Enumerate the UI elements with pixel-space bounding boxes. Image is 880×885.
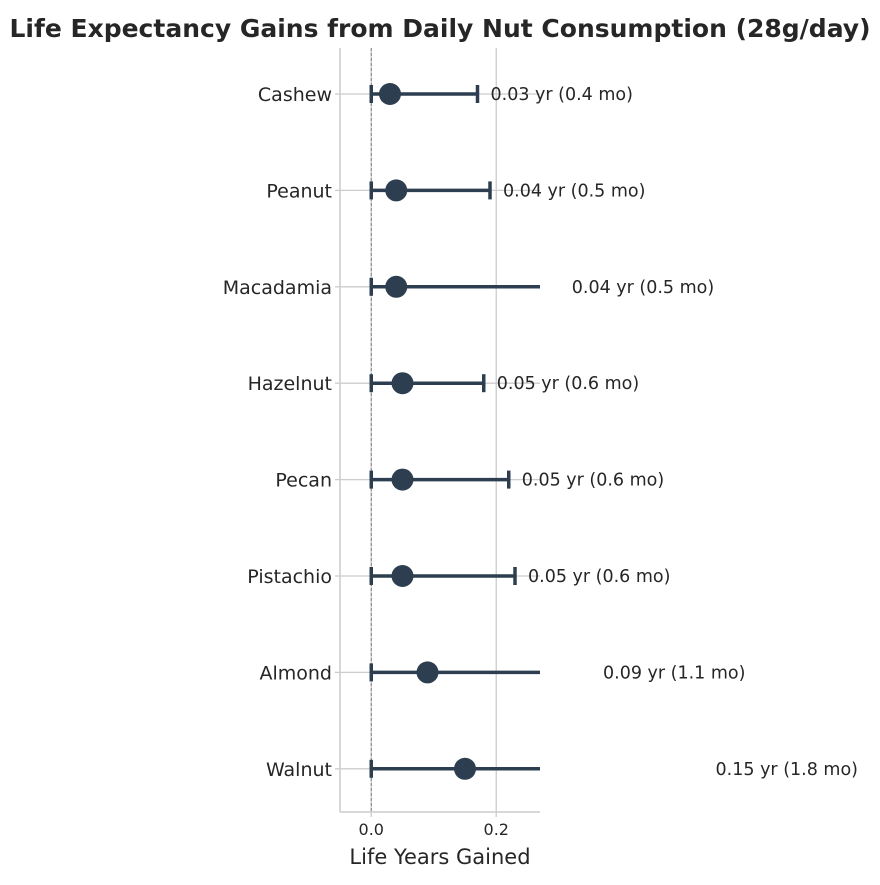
data-point [385, 275, 408, 298]
data-point [416, 661, 439, 684]
y-tick-label: Pecan [275, 470, 332, 492]
data-point [391, 468, 414, 491]
marks-layer [369, 83, 540, 780]
y-tick-label: Walnut [266, 759, 332, 781]
y-tick-label: Cashew [258, 84, 332, 106]
data-point [391, 372, 414, 395]
data-point [385, 179, 408, 202]
data-label: 0.04 yr (0.5 mo) [503, 181, 645, 201]
grid-layer [340, 48, 540, 812]
y-tick-label: Peanut [266, 180, 332, 202]
y-tick-label: Macadamia [223, 277, 332, 299]
data-label: 0.15 yr (1.8 mo) [716, 760, 858, 780]
x-axis-label: Life Years Gained [349, 845, 530, 869]
data-point [391, 565, 414, 587]
x-tick-label: 0.0 [359, 820, 384, 839]
data-label: 0.03 yr (0.4 mo) [491, 85, 633, 105]
data-point [454, 757, 476, 780]
y-tick-label: Almond [259, 662, 332, 684]
data-label: 0.04 yr (0.5 mo) [572, 278, 714, 298]
x-tick-label: 0.2 [484, 820, 509, 839]
data-label: 0.05 yr (0.6 mo) [528, 567, 670, 587]
data-point [379, 83, 401, 105]
labels-layer: 0.03 yr (0.4 mo) 0.04 yr (0.5 mo) 0.04 yr … [491, 85, 859, 780]
data-label: 0.05 yr (0.6 mo) [522, 471, 664, 491]
data-label: 0.05 yr (0.6 mo) [497, 374, 639, 394]
axes-layer: 0.0 0.2 Cashew Peanut Macadamia Hazelnut Pecan… [223, 48, 540, 839]
y-tick-label: Pistachio [247, 566, 332, 588]
chart-title: Life Expectancy Gains from Daily Nut Con… [9, 14, 870, 43]
y-tick-label: Hazelnut [248, 373, 332, 395]
data-label: 0.09 yr (1.1 mo) [603, 663, 745, 683]
